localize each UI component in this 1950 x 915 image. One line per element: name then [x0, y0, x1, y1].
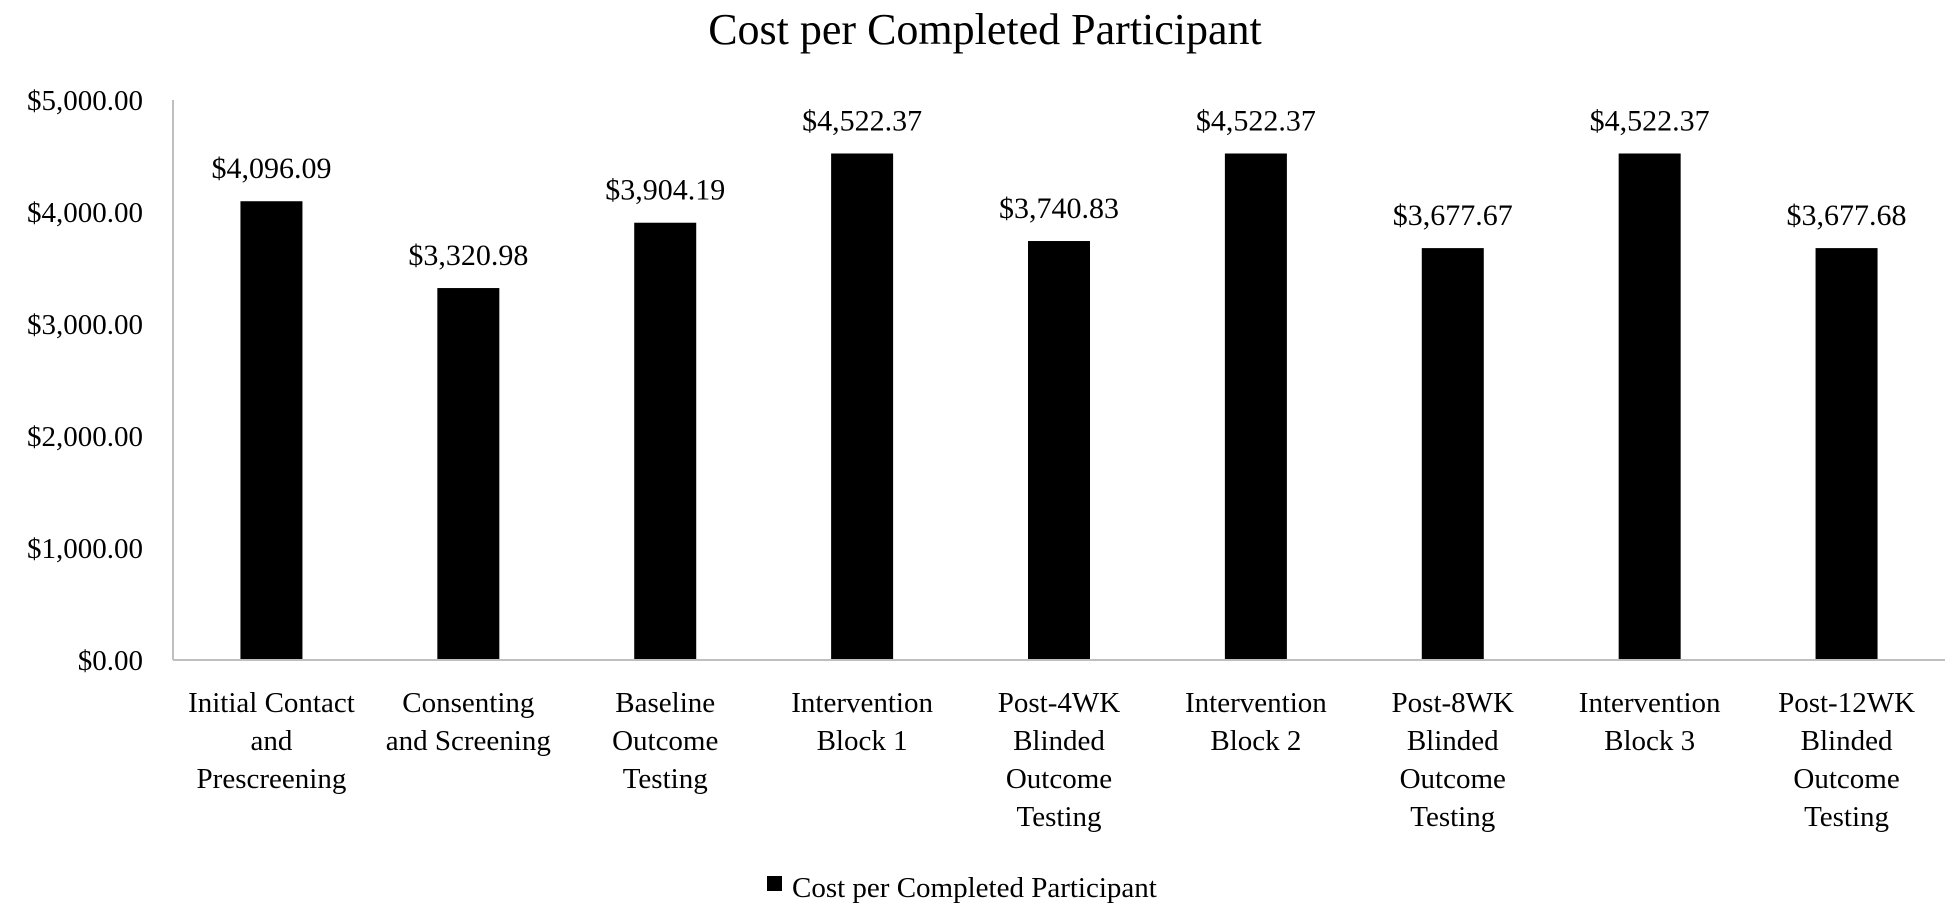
- data-label: $4,522.37: [802, 104, 922, 137]
- bar: [1028, 241, 1090, 660]
- x-tick-label: Post-12WK Blinded Outcome Testing: [1778, 687, 1915, 833]
- data-labels: $4,096.09 $3,320.98 $3,904.19 $4,522.37 $3,7…: [211, 104, 1906, 272]
- x-axis: Initial Contact and Prescreening Consenting…: [173, 659, 1945, 833]
- x-tick-label: Intervention Block 1: [791, 687, 933, 757]
- x-tick-label: Initial Contact and Prescreening: [188, 687, 355, 795]
- bar: [1618, 153, 1681, 660]
- legend-swatch: [767, 876, 782, 891]
- bar: [1421, 248, 1484, 661]
- bar: [240, 201, 303, 660]
- x-tick-label: Intervention Block 2: [1185, 687, 1327, 757]
- x-tick-label: Post-8WK Blinded Outcome Testing: [1392, 687, 1515, 833]
- data-label: $3,904.19: [605, 174, 725, 207]
- legend: Cost per Completed Participant: [767, 872, 1157, 904]
- data-label: $3,320.98: [408, 239, 528, 272]
- y-tick-label: $3,000.00: [27, 309, 143, 341]
- bar: [437, 288, 500, 660]
- x-tick-label: Intervention Block 3: [1579, 687, 1721, 757]
- bar: [831, 153, 894, 660]
- x-tick-label: Consenting and Screening: [386, 687, 551, 757]
- y-tick-label: $1,000.00: [27, 533, 143, 565]
- bars: [240, 153, 1878, 661]
- legend-label: Cost per Completed Participant: [792, 872, 1157, 904]
- x-tick-label: Baseline Outcome Testing: [612, 687, 718, 795]
- bar: [634, 222, 697, 660]
- y-tick-label: $0.00: [78, 645, 143, 677]
- data-label: $4,522.37: [1590, 104, 1710, 137]
- data-label: $4,096.09: [211, 152, 331, 185]
- data-label: $3,740.83: [999, 192, 1119, 225]
- y-tick-label: $4,000.00: [27, 197, 143, 229]
- y-tick-label: $2,000.00: [27, 421, 143, 453]
- bar: [1224, 153, 1287, 660]
- y-tick-label: $5,000.00: [27, 85, 143, 117]
- x-tick-label: Post-4WK Blinded Outcome Testing: [998, 687, 1121, 833]
- data-label: $3,677.68: [1787, 199, 1907, 232]
- chart-title: Cost per Completed Participant: [708, 5, 1262, 54]
- data-label: $3,677.67: [1393, 199, 1513, 232]
- data-label: $4,522.37: [1196, 104, 1316, 137]
- y-axis: $0.00 $1,000.00 $2,000.00 $3,000.00 $4,000.0…: [27, 85, 174, 677]
- bar: [1815, 248, 1878, 660]
